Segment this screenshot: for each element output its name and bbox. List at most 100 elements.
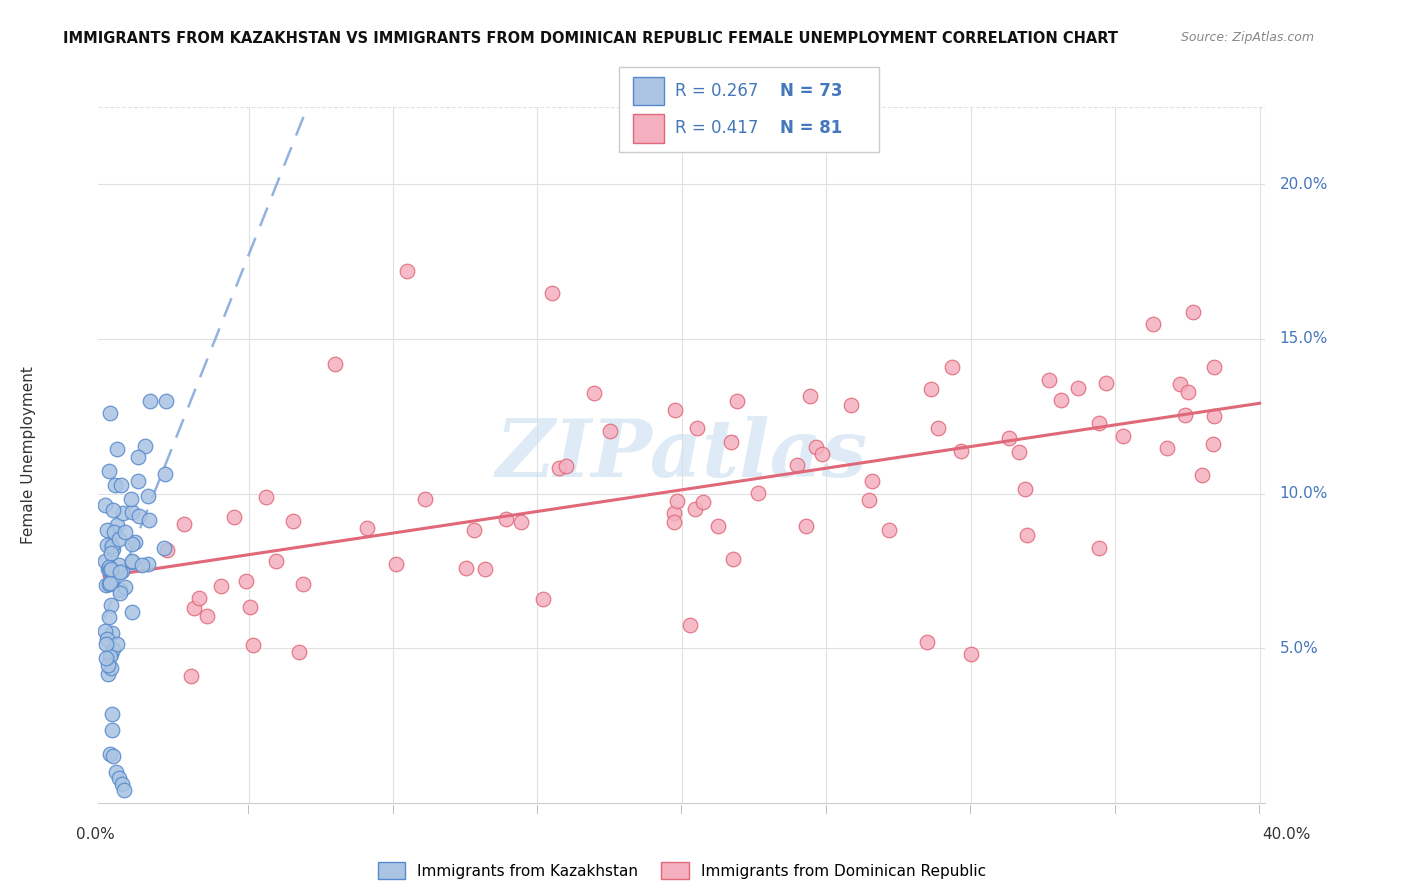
Point bbox=[96, 637, 118, 651]
Point bbox=[101, 642, 124, 657]
Point bbox=[920, 382, 942, 396]
Text: |: | bbox=[1114, 805, 1116, 814]
Text: |: | bbox=[825, 805, 828, 814]
Point bbox=[110, 565, 132, 579]
Point bbox=[104, 764, 127, 779]
Text: Female Unemployment: Female Unemployment bbox=[21, 366, 37, 544]
Point bbox=[105, 442, 128, 456]
Point bbox=[1182, 305, 1205, 319]
Point bbox=[100, 647, 122, 661]
Point bbox=[664, 403, 686, 417]
Point bbox=[811, 447, 834, 461]
Point bbox=[98, 564, 121, 578]
Point bbox=[454, 561, 477, 575]
Point bbox=[153, 541, 176, 555]
Point bbox=[941, 360, 963, 375]
Point bbox=[860, 474, 883, 488]
Point bbox=[97, 657, 120, 672]
Point bbox=[664, 507, 686, 521]
Point bbox=[1067, 381, 1090, 395]
Text: R = 0.417: R = 0.417 bbox=[675, 120, 758, 137]
Point bbox=[292, 577, 315, 591]
Point bbox=[100, 598, 122, 612]
Point bbox=[127, 450, 149, 465]
Point bbox=[121, 505, 143, 519]
Point bbox=[131, 558, 153, 573]
Point bbox=[153, 467, 176, 482]
Point bbox=[105, 517, 128, 532]
Point bbox=[100, 661, 122, 675]
Point bbox=[1015, 528, 1038, 542]
Point bbox=[662, 515, 685, 529]
Point bbox=[101, 749, 124, 764]
Point bbox=[794, 519, 817, 533]
Point bbox=[127, 475, 149, 489]
Point bbox=[541, 285, 564, 300]
Point bbox=[998, 431, 1021, 445]
Point bbox=[1202, 436, 1225, 450]
Point bbox=[94, 498, 117, 512]
Point bbox=[108, 532, 131, 546]
Point bbox=[103, 525, 125, 540]
Point bbox=[1095, 376, 1118, 390]
Point bbox=[98, 648, 121, 663]
Point bbox=[1156, 441, 1178, 455]
Point bbox=[94, 624, 117, 639]
Point bbox=[100, 546, 122, 560]
Point bbox=[100, 562, 122, 576]
Point bbox=[107, 771, 129, 785]
Point bbox=[100, 539, 122, 553]
Point bbox=[720, 435, 742, 450]
Point bbox=[195, 608, 218, 623]
Point bbox=[1014, 482, 1036, 496]
Point bbox=[747, 486, 769, 500]
Point bbox=[949, 444, 972, 458]
Point bbox=[128, 509, 150, 524]
Text: 15.0%: 15.0% bbox=[1279, 332, 1327, 346]
Text: 0.0%: 0.0% bbox=[76, 827, 115, 841]
Point bbox=[108, 558, 131, 572]
Point bbox=[254, 490, 277, 504]
Point bbox=[183, 600, 205, 615]
Point bbox=[721, 552, 744, 566]
Point bbox=[683, 502, 706, 516]
Point bbox=[1142, 317, 1164, 331]
Point bbox=[97, 666, 120, 681]
Point bbox=[474, 562, 496, 576]
Point bbox=[839, 398, 862, 412]
Point bbox=[510, 515, 533, 529]
Text: |: | bbox=[969, 805, 972, 814]
Point bbox=[235, 574, 257, 588]
Point bbox=[1168, 377, 1191, 392]
Point bbox=[242, 638, 264, 652]
Point bbox=[287, 645, 309, 659]
Text: N = 81: N = 81 bbox=[780, 120, 842, 137]
Point bbox=[101, 539, 124, 553]
Point bbox=[686, 421, 709, 435]
Point bbox=[114, 524, 136, 539]
Text: |: | bbox=[536, 805, 538, 814]
Legend: Immigrants from Kazakhstan, Immigrants from Dominican Republic: Immigrants from Kazakhstan, Immigrants f… bbox=[371, 855, 993, 886]
Point bbox=[281, 514, 304, 528]
Point bbox=[98, 610, 121, 624]
Point bbox=[786, 458, 808, 473]
Point bbox=[138, 393, 160, 408]
Text: N = 73: N = 73 bbox=[780, 82, 842, 100]
Point bbox=[1177, 384, 1199, 399]
Point bbox=[1204, 360, 1226, 375]
Point bbox=[120, 491, 142, 506]
Point bbox=[101, 626, 124, 640]
Point bbox=[94, 554, 117, 568]
Point bbox=[110, 478, 132, 492]
Point bbox=[111, 506, 134, 520]
Point bbox=[180, 669, 202, 683]
Point bbox=[124, 535, 146, 549]
Point bbox=[121, 555, 143, 569]
Point bbox=[1088, 541, 1111, 555]
Point bbox=[666, 493, 689, 508]
Point bbox=[111, 564, 134, 578]
Point bbox=[858, 492, 880, 507]
Point bbox=[463, 523, 485, 537]
Point bbox=[97, 562, 120, 576]
Point bbox=[98, 576, 121, 591]
